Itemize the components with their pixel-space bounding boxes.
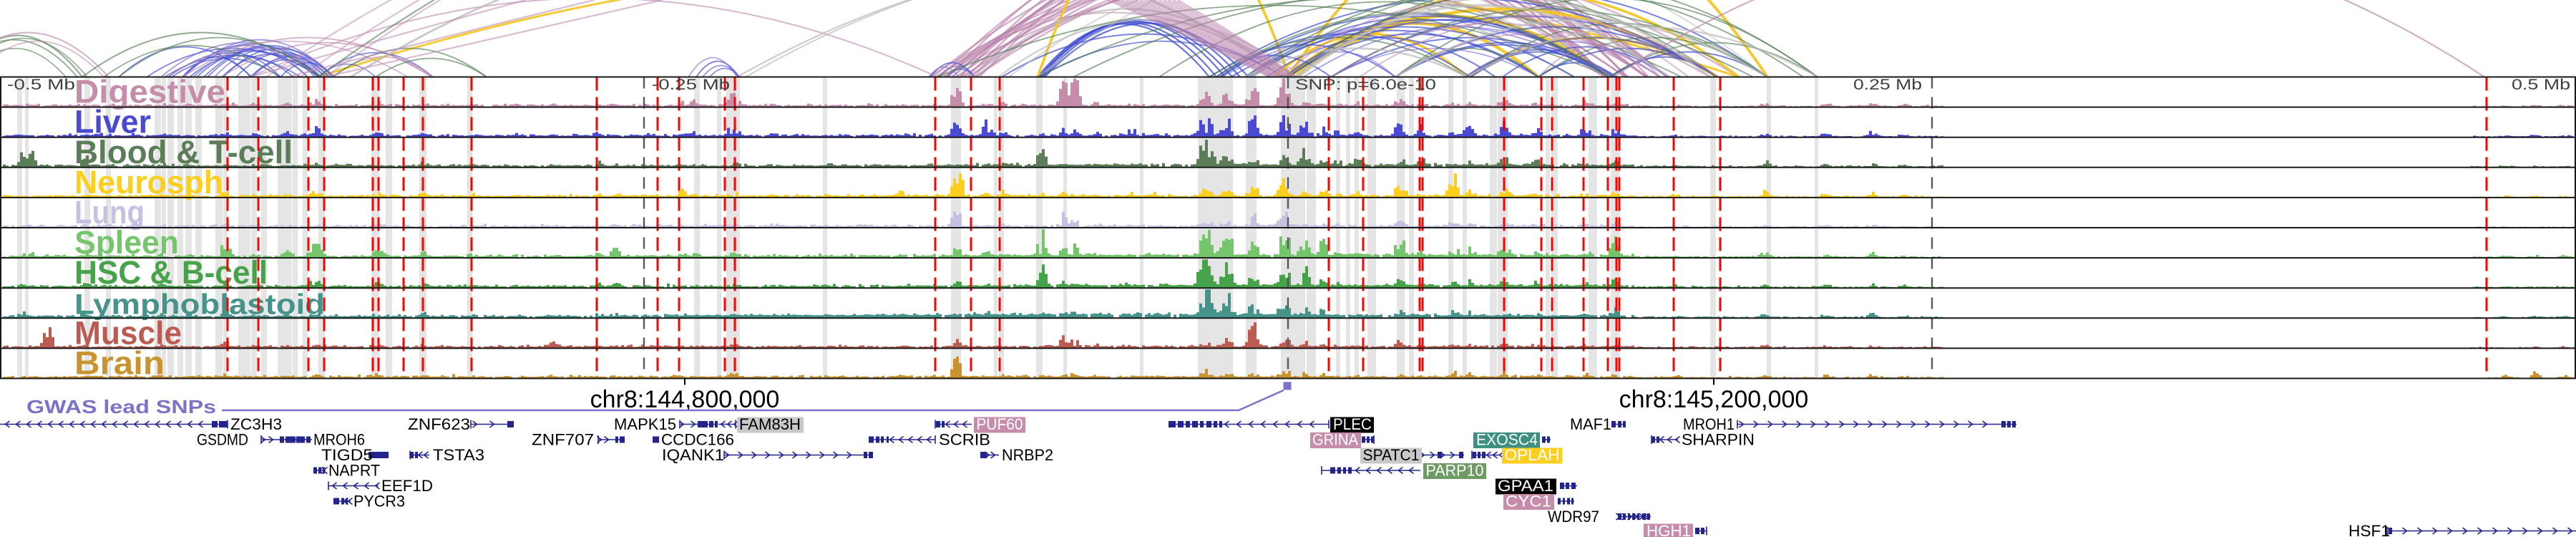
svg-text:0.5 Mb: 0.5 Mb xyxy=(2512,77,2570,93)
svg-text:HSC & B-cell: HSC & B-cell xyxy=(74,254,268,291)
svg-text:CYC1: CYC1 xyxy=(1506,493,1551,511)
svg-text:MAPK15: MAPK15 xyxy=(614,415,676,433)
svg-text:Muscle: Muscle xyxy=(74,314,182,351)
svg-text:Lymphoblastoid: Lymphoblastoid xyxy=(74,289,325,320)
svg-text:GWAS lead SNPs: GWAS lead SNPs xyxy=(26,396,216,417)
svg-text:chr8:145,200,000: chr8:145,200,000 xyxy=(1619,386,1809,413)
svg-text:TSTA3: TSTA3 xyxy=(433,446,484,464)
svg-text:chr8:144,800,000: chr8:144,800,000 xyxy=(590,386,780,413)
svg-text:0.25 Mb: 0.25 Mb xyxy=(1853,77,1922,93)
svg-text:PYCR3: PYCR3 xyxy=(353,493,405,511)
svg-text:Liver: Liver xyxy=(74,104,151,140)
svg-text:SPATC1: SPATC1 xyxy=(1363,446,1420,464)
svg-text:Brain: Brain xyxy=(74,345,165,382)
svg-text:CCDC166: CCDC166 xyxy=(661,431,734,449)
svg-text:IQANK1: IQANK1 xyxy=(662,446,724,464)
svg-text:GRINA: GRINA xyxy=(1312,431,1358,449)
svg-text:WDR97: WDR97 xyxy=(1548,508,1599,526)
svg-text:ZC3H3: ZC3H3 xyxy=(230,415,282,433)
svg-text:HSF1: HSF1 xyxy=(2348,522,2390,537)
svg-text:Blood & T-cell: Blood & T-cell xyxy=(74,134,293,170)
svg-text:PLEC: PLEC xyxy=(1333,415,1372,433)
svg-text:GPAA1: GPAA1 xyxy=(1498,477,1553,495)
svg-text:HGH1: HGH1 xyxy=(1646,522,1691,537)
svg-text:ZNF707: ZNF707 xyxy=(532,431,594,449)
svg-text:PARP10: PARP10 xyxy=(1426,462,1484,480)
svg-text:Digestive: Digestive xyxy=(74,74,225,110)
svg-text:MROH1: MROH1 xyxy=(1683,415,1735,433)
svg-text:SHARPIN: SHARPIN xyxy=(1682,431,1755,449)
svg-text:SCRIB: SCRIB xyxy=(939,431,990,449)
svg-text:ZNF623: ZNF623 xyxy=(408,415,470,433)
svg-text:SNP: p=6.0e-10: SNP: p=6.0e-10 xyxy=(1295,77,1436,93)
svg-text:-0.5 Mb: -0.5 Mb xyxy=(7,77,75,93)
svg-text:Neurosph: Neurosph xyxy=(74,164,223,200)
svg-text:NAPRT: NAPRT xyxy=(328,462,380,480)
svg-text:EEF1D: EEF1D xyxy=(381,477,433,495)
svg-text:-0.25 Mb: -0.25 Mb xyxy=(652,77,730,93)
svg-text:NRBP2: NRBP2 xyxy=(1002,446,1053,464)
svg-text:EXOSC4: EXOSC4 xyxy=(1476,431,1538,449)
svg-text:MAF1: MAF1 xyxy=(1570,415,1611,433)
svg-text:GSDMD: GSDMD xyxy=(197,431,248,449)
svg-text:MROH6: MROH6 xyxy=(313,431,365,449)
svg-text:OPLAH: OPLAH xyxy=(1505,446,1560,464)
svg-text:FAM83H: FAM83H xyxy=(739,415,801,433)
svg-text:TIGD5: TIGD5 xyxy=(321,446,373,464)
svg-text:PUF60: PUF60 xyxy=(977,415,1023,433)
